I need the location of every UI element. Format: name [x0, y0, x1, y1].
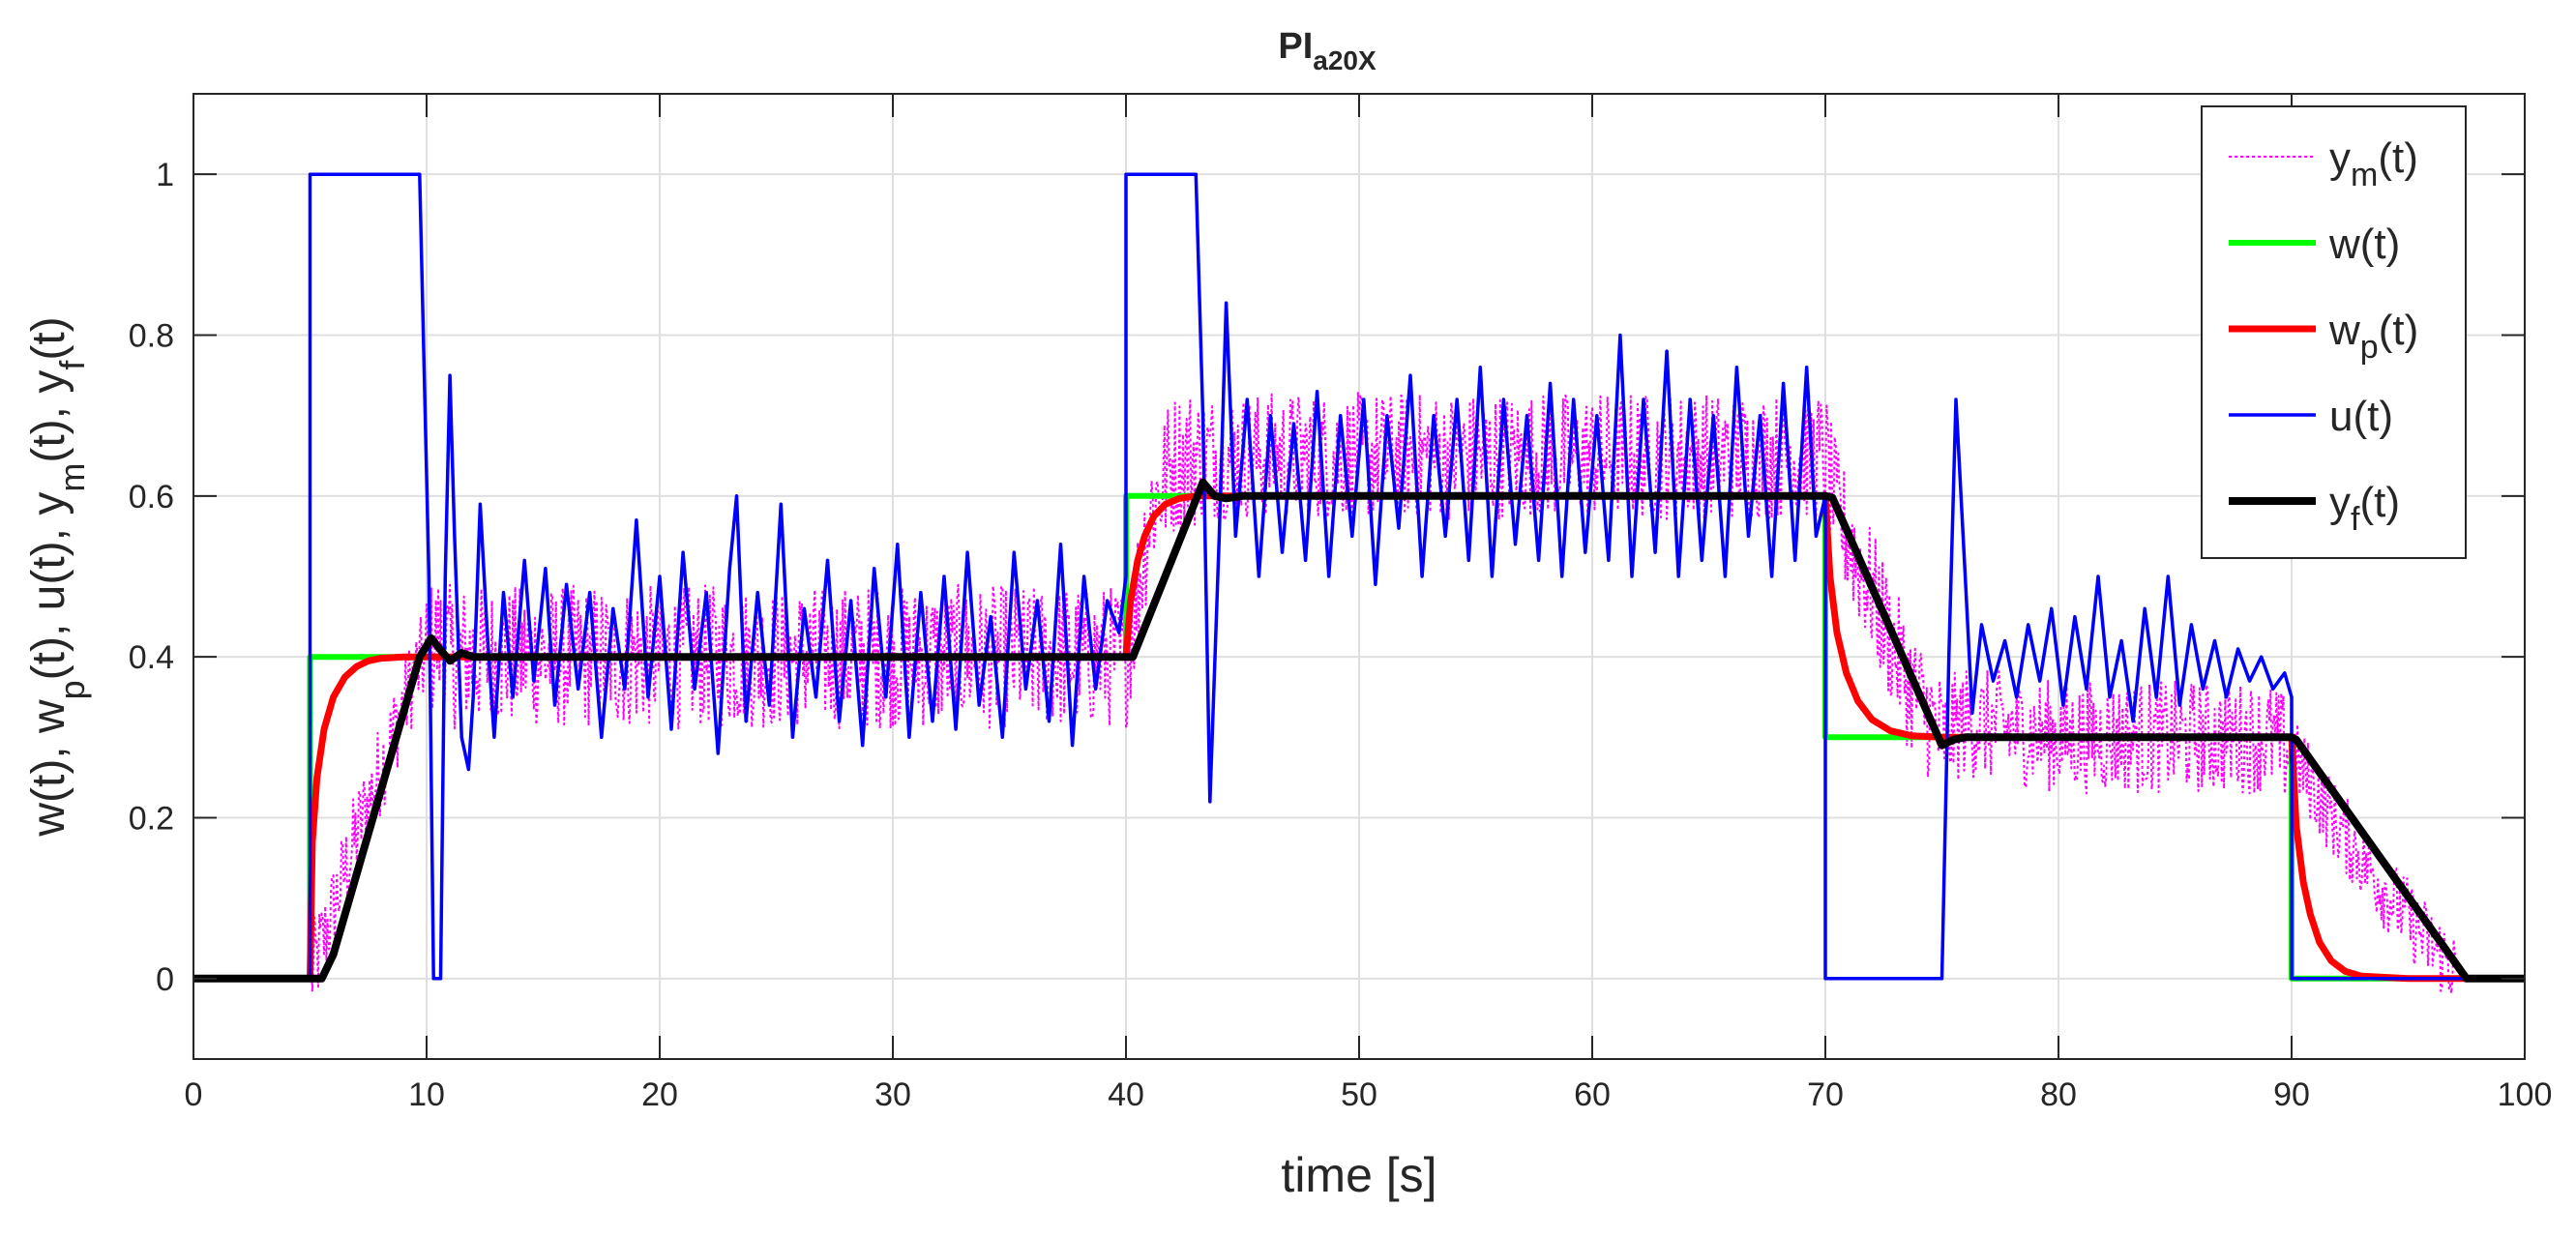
x-tick-label: 10 — [408, 1076, 445, 1113]
y-tick-label: 1 — [156, 157, 174, 193]
y-tick-label: 0.4 — [129, 639, 174, 676]
legend-label-u: u(t) — [2329, 393, 2393, 440]
series-line-ym — [193, 391, 2525, 995]
legend-label-ym: ym(t) — [2329, 134, 2418, 193]
series-line-yf — [193, 478, 2525, 983]
axis-ticks: 0 10 20 30 40 50 60 70 80 90 100 0 0.2 0.4 0.6 0.8 1 — [129, 94, 2553, 1113]
x-tick-label: 70 — [1807, 1076, 1844, 1113]
y-label-text: (t), y — [23, 370, 74, 463]
legend-label-subscript: m — [2351, 157, 2378, 193]
series-traces — [193, 172, 2525, 995]
x-tick-label: 20 — [641, 1076, 678, 1113]
x-tick-label: 60 — [1574, 1076, 1611, 1113]
y-tick-label: 0.6 — [129, 479, 174, 515]
legend-label-yf: yf(t) — [2329, 479, 2400, 538]
legend-label-subscript: f — [2351, 501, 2360, 538]
legend-label-base: u — [2329, 393, 2353, 440]
x-tick-label: 80 — [2040, 1076, 2077, 1113]
legend-label-base: w — [2328, 221, 2360, 268]
legend-label-tail: (t) — [2379, 307, 2419, 354]
series-line-u — [193, 172, 2525, 981]
x-tick-label: 50 — [1341, 1076, 1377, 1113]
legend-label-wp: wp(t) — [2328, 307, 2418, 366]
x-axis-label: time [s] — [1281, 1148, 1436, 1202]
chart-title: PIa20X — [1278, 26, 1377, 75]
y-tick-label: 0 — [156, 961, 174, 998]
x-tick-label: 30 — [874, 1076, 911, 1113]
legend-label-base: w — [2328, 307, 2360, 354]
y-label-text: (t), u(t), y — [23, 492, 74, 681]
y-label-text: (t) — [23, 316, 74, 360]
y-label-subscript: m — [52, 463, 92, 492]
legend-label-tail: (t) — [2360, 221, 2401, 268]
legend-label-tail: (t) — [2359, 479, 2400, 526]
y-label-subscript: p — [52, 680, 92, 699]
legend-label-base: y — [2329, 134, 2351, 182]
y-label-subscript: f — [52, 360, 92, 370]
chart-title-subscript: a20X — [1313, 45, 1377, 75]
y-axis-label: w(t), wp(t), u(t), ym(t), yf(t) — [23, 316, 92, 837]
x-tick-label: 40 — [1108, 1076, 1144, 1113]
legend-label-tail: (t) — [2378, 134, 2418, 182]
legend-label-tail: (t) — [2353, 393, 2393, 440]
y-label-text: w(t), w — [23, 699, 74, 838]
y-tick-label: 0.2 — [129, 801, 174, 838]
x-tick-label: 90 — [2273, 1076, 2310, 1113]
x-tick-label: 0 — [185, 1076, 203, 1113]
legend-label-subscript: p — [2360, 329, 2379, 366]
y-tick-label: 0.8 — [129, 318, 174, 355]
legend-label-base: y — [2329, 479, 2351, 526]
chart-title-main: PI — [1278, 26, 1313, 67]
legend-label-w: w(t) — [2328, 221, 2400, 268]
legend: ym(t)w(t)wp(t)u(t)yf(t) — [2201, 105, 2467, 559]
x-tick-label: 100 — [2498, 1076, 2553, 1113]
